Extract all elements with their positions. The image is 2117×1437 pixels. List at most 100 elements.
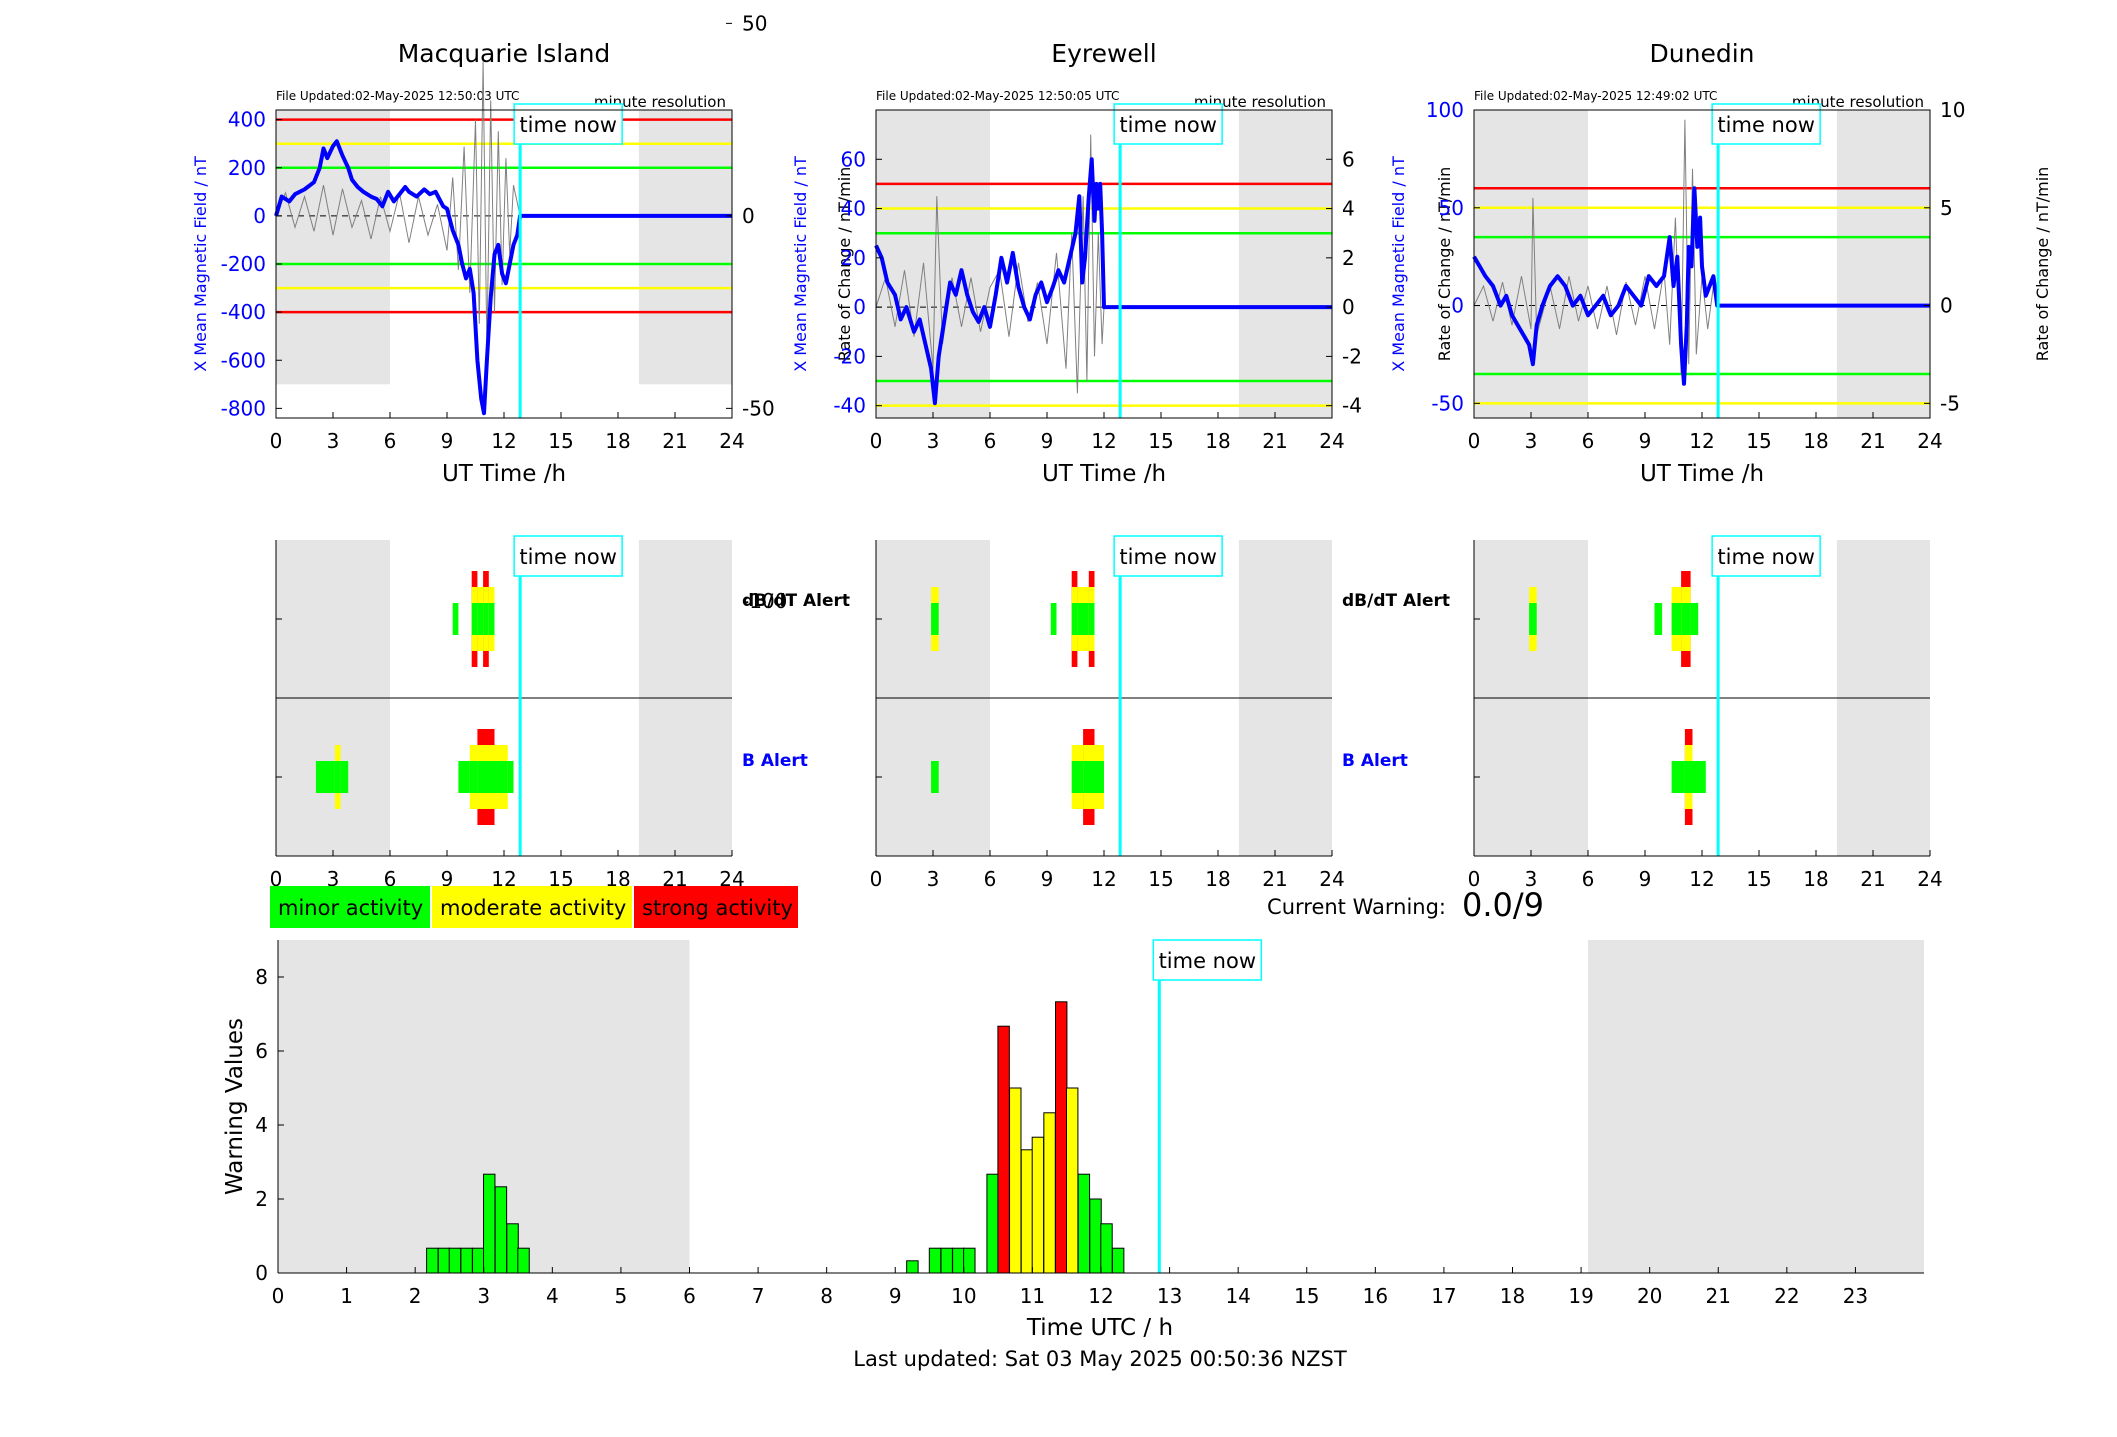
night-shade-1 xyxy=(638,110,732,385)
time-now-box xyxy=(1113,535,1223,577)
warning-bar xyxy=(1111,1247,1125,1274)
y-axis-label: Warning Values xyxy=(222,1018,248,1195)
panel-macquarie-island: Macquarie Island File Updated:02-May-202… xyxy=(191,11,854,613)
time-now-box xyxy=(1113,103,1223,145)
x-tick-label: 6 xyxy=(683,1284,696,1308)
dbdt-alert-bar-minor xyxy=(1077,603,1089,635)
warning-bar xyxy=(997,1025,1010,1274)
warning-bar xyxy=(1100,1223,1113,1274)
y-tick-label: 60 xyxy=(841,147,866,171)
dbdt-alert-bar-minor xyxy=(477,603,484,635)
time-now-box xyxy=(513,103,623,145)
x-tick-label: 3 xyxy=(927,429,940,453)
x-tick-label: 9 xyxy=(1639,429,1652,453)
warning-bar xyxy=(1031,1136,1045,1274)
minute-resolution-text: minute resolution xyxy=(1194,93,1326,111)
x-tick-label: 3 xyxy=(327,867,340,891)
b-alert-bar-minor xyxy=(315,761,335,793)
x-axis-label: Time UTC / h xyxy=(1026,1315,1173,1341)
y-axis-label-left: X Mean Magnetic Field / nT xyxy=(791,156,810,372)
y2-tick-label: 0 xyxy=(742,204,755,228)
x-tick-label: 1 xyxy=(340,1284,353,1308)
x-tick-label: 6 xyxy=(1582,429,1595,453)
x-tick-label: 3 xyxy=(1525,429,1538,453)
x-tick-label: 12 xyxy=(1689,429,1714,453)
current-warning-label: Current Warning: xyxy=(1267,895,1446,919)
y2-tick-label: -50 xyxy=(742,396,775,420)
x-tick-label: 0 xyxy=(870,429,883,453)
y-tick-label: 0 xyxy=(255,1261,268,1285)
x-tick-label: 16 xyxy=(1363,1284,1388,1308)
panel-dunedin: Dunedin File Updated:02-May-2025 12:49:0… xyxy=(1389,39,2052,487)
b-alert-bar-minor xyxy=(1083,761,1095,793)
x-tick-label: 17 xyxy=(1431,1284,1456,1308)
warning-bar xyxy=(952,1247,965,1274)
x-tick-label: 3 xyxy=(477,1284,490,1308)
minute-resolution-text: minute resolution xyxy=(594,93,726,111)
x-tick-label: 3 xyxy=(1525,867,1538,891)
x-tick-label: 23 xyxy=(1843,1284,1868,1308)
warning-bar xyxy=(506,1223,519,1274)
x-tick-label: 8 xyxy=(820,1284,833,1308)
x-tick-label: 6 xyxy=(984,429,997,453)
panel-eyrewell: Eyrewell File Updated:02-May-2025 12:50:… xyxy=(791,39,1454,487)
y2-tick-label: 0 xyxy=(1940,294,1953,318)
x-tick-label: 21 xyxy=(1706,1284,1731,1308)
x-tick-label: 9 xyxy=(441,429,454,453)
x-tick-label: 12 xyxy=(1689,867,1714,891)
dbdt-alert-bar-minor xyxy=(483,603,489,635)
warning-bar xyxy=(1043,1112,1056,1274)
y-tick-label: -400 xyxy=(221,300,266,324)
x-tick-label: 24 xyxy=(1917,429,1942,453)
file-updated-text: File Updated:02-May-2025 12:50:03 UTC xyxy=(276,89,519,103)
x-tick-label: 4 xyxy=(546,1284,559,1308)
y2-tick-label: 2 xyxy=(1342,246,1355,270)
warning-bar xyxy=(1020,1149,1034,1274)
activity-legend: minor activity moderate activity strong … xyxy=(270,886,798,928)
time-now-box xyxy=(1711,103,1821,145)
x-tick-label: 14 xyxy=(1225,1284,1250,1308)
y2-tick-label: 0 xyxy=(1342,295,1355,319)
x-tick-label: 7 xyxy=(752,1284,765,1308)
warning-bar xyxy=(437,1247,451,1274)
b-alert-bar-minor xyxy=(931,761,939,793)
y-tick-label: -50 xyxy=(1431,391,1464,415)
time-now-label: time now xyxy=(1119,113,1216,137)
time-now-label: time now xyxy=(519,545,616,569)
warning-bar xyxy=(1009,1087,1022,1274)
warning-bar xyxy=(1077,1173,1091,1274)
dbdt-alert-bar-minor xyxy=(488,603,495,635)
b-alert-bar-minor xyxy=(494,761,508,793)
b-alert-bar-minor xyxy=(458,761,470,793)
y-axis-label-right: Rate of Change / nT/min xyxy=(2033,167,2052,362)
x-tick-label: 2 xyxy=(409,1284,422,1308)
warning-bar xyxy=(472,1247,485,1274)
y-tick-label: 40 xyxy=(841,197,866,221)
dbdt-alert-label: dB/dT Alert xyxy=(1342,591,1450,611)
y-tick-label: -40 xyxy=(833,394,866,418)
x-tick-label: 15 xyxy=(548,429,573,453)
x-tick-label: 15 xyxy=(1294,1284,1319,1308)
time-now-label: time now xyxy=(1717,545,1814,569)
x-tick-label: 24 xyxy=(1319,867,1344,891)
x-tick-label: 18 xyxy=(1803,867,1828,891)
y2-tick-label: -2 xyxy=(1342,344,1362,368)
x-tick-label: 0 xyxy=(272,1284,285,1308)
night-shade-1 xyxy=(1238,110,1332,418)
x-tick-label: 6 xyxy=(984,867,997,891)
warning-bar xyxy=(1089,1198,1102,1274)
dbdt-alert-bar-minor xyxy=(1681,603,1691,635)
x-tick-label: 9 xyxy=(441,867,454,891)
b-alert-bar-minor xyxy=(477,761,495,793)
warning-bar xyxy=(448,1247,462,1274)
y2-tick-label: -4 xyxy=(1342,394,1362,418)
x-tick-label: 6 xyxy=(384,429,397,453)
y-tick-label: 2 xyxy=(255,1187,268,1211)
b-alert-bar-minor xyxy=(1071,761,1084,793)
b-alert-bar-minor xyxy=(340,761,349,793)
x-tick-label: 15 xyxy=(1148,867,1173,891)
warning-bar xyxy=(963,1247,976,1274)
x-tick-label: 9 xyxy=(1041,429,1054,453)
night-shade-1 xyxy=(1836,110,1930,418)
